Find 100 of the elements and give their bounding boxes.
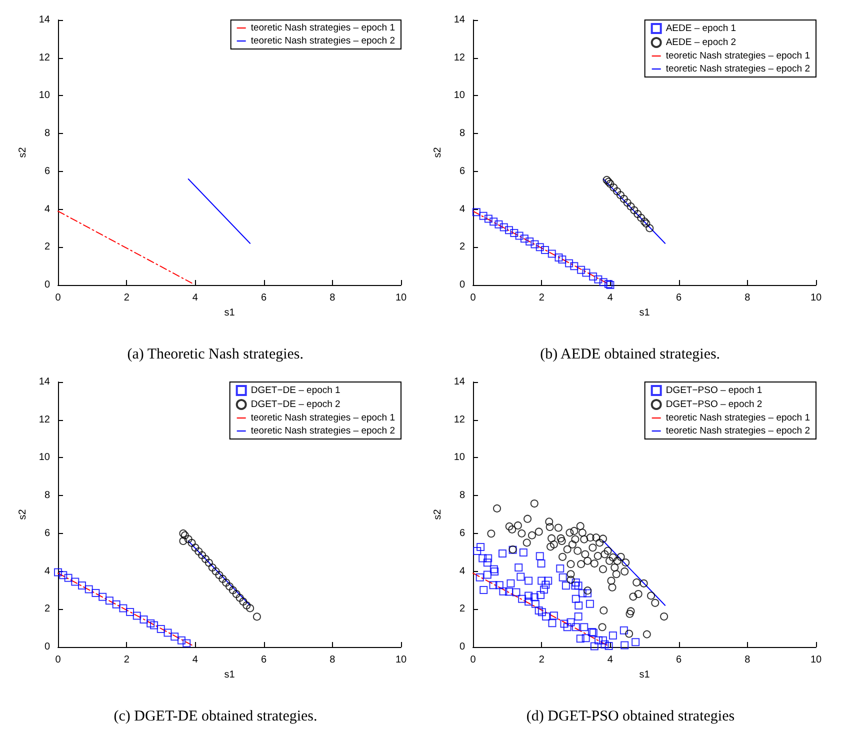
point	[170, 632, 179, 641]
point	[71, 578, 80, 586]
point	[515, 232, 524, 240]
y-axis-title: s2	[17, 146, 28, 158]
point	[630, 206, 638, 214]
x-tick-label: 0	[470, 292, 476, 304]
y-tick-label: 10	[38, 452, 50, 464]
y-axis-title: s2	[17, 508, 28, 520]
point	[222, 578, 230, 587]
x-axis-title: s1	[639, 307, 650, 318]
point	[604, 280, 612, 288]
x-tick-label: 2	[538, 654, 545, 666]
point	[626, 202, 635, 210]
point	[215, 571, 224, 580]
point	[92, 589, 100, 598]
point	[616, 191, 624, 200]
point	[594, 275, 602, 284]
point	[604, 178, 612, 186]
point	[530, 240, 539, 248]
point	[177, 636, 186, 644]
legend-label: DGET−DE – epoch 1	[250, 385, 340, 396]
y-tick-label: 2	[44, 242, 50, 253]
legend-label: teoretic Nash strategies – epoch 2	[250, 36, 396, 46]
point	[606, 180, 614, 188]
legend-label: DGET−PSO – epoch 1	[666, 385, 762, 396]
x-tick-label: 10	[810, 654, 822, 666]
point	[500, 223, 508, 232]
point	[119, 604, 128, 612]
point	[232, 590, 240, 598]
point	[252, 612, 261, 621]
point	[548, 250, 556, 258]
x-tick-label: 4	[192, 292, 198, 304]
y-tick-label: 4	[44, 204, 50, 215]
point	[180, 531, 189, 540]
point	[156, 625, 165, 634]
y-axis-title: s2	[432, 508, 444, 520]
point	[505, 226, 514, 234]
point	[59, 571, 68, 580]
y-tick-label: 6	[44, 166, 50, 177]
x-tick-label: 10	[395, 292, 407, 304]
legend-label: teoretic Nash strategies – epoch 2	[666, 64, 810, 74]
point	[191, 544, 200, 552]
y-tick-label: 0	[459, 280, 466, 290]
point	[126, 608, 134, 616]
point	[613, 187, 622, 196]
y-tick-label: 0	[44, 280, 50, 290]
x-tick-label: 8	[744, 654, 751, 666]
point	[140, 616, 148, 624]
x-tick-label: 6	[261, 654, 268, 666]
point	[602, 176, 611, 184]
x-tick-label: 8	[744, 292, 751, 304]
point	[179, 529, 188, 538]
y-tick-label: 6	[459, 528, 466, 539]
y-tick-label: 8	[459, 128, 466, 140]
x-axis-title: s1	[224, 669, 236, 680]
x-tick-label: 6	[676, 654, 682, 666]
point	[179, 537, 188, 545]
x-tick-label: 2	[124, 292, 130, 304]
y-tick-label: 8	[44, 490, 50, 502]
y-tick-label: 8	[459, 490, 466, 502]
point	[212, 567, 220, 576]
point	[484, 214, 492, 223]
point	[84, 585, 93, 594]
y-tick-label: 10	[38, 90, 50, 102]
point	[620, 194, 628, 203]
point	[184, 535, 192, 544]
y-axis-title: s2	[432, 146, 444, 158]
y-tick-label: 0	[44, 642, 50, 652]
x-axis-title: s1	[224, 307, 236, 318]
point	[246, 604, 254, 612]
y-tick-label: 6	[44, 528, 50, 539]
point	[577, 266, 586, 274]
point	[646, 224, 654, 232]
point	[520, 234, 528, 243]
point	[98, 592, 107, 601]
point	[479, 212, 488, 220]
point	[228, 586, 237, 594]
x-tick-label: 10	[395, 654, 407, 666]
y-tick-label: 2	[44, 604, 50, 615]
point	[198, 551, 206, 560]
point	[510, 228, 518, 237]
y-tick-label: 14	[454, 376, 466, 388]
x-tick-label: 6	[676, 292, 682, 304]
point	[112, 600, 120, 608]
y-tick-label: 12	[38, 52, 50, 64]
x-tick-label: 4	[607, 654, 614, 666]
point	[565, 259, 574, 268]
legend-label: teoretic Nash strategies – epoch 1	[250, 22, 396, 34]
y-tick-label: 8	[44, 128, 50, 140]
legend-label: teoretic Nash strategies – epoch 2	[250, 426, 396, 436]
legend-label: DGET−DE – epoch 2	[250, 399, 340, 410]
point	[570, 262, 578, 270]
x-tick-label: 0	[55, 292, 62, 304]
y-tick-label: 14	[38, 376, 50, 388]
point	[105, 596, 114, 605]
point	[194, 547, 203, 556]
x-tick-label: 10	[810, 292, 822, 304]
point	[472, 208, 480, 216]
point	[589, 272, 598, 280]
x-tick-label: 2	[538, 292, 545, 304]
